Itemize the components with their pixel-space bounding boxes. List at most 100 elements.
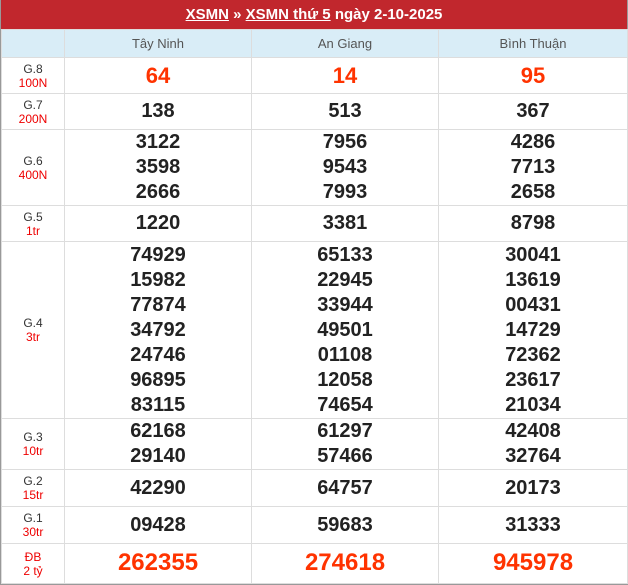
draw-date: ngày 2-10-2025: [334, 6, 443, 23]
xsmn-link[interactable]: XSMN: [185, 6, 229, 23]
result-number: 62168: [130, 420, 186, 442]
result-number: 49501: [317, 318, 373, 341]
prize-row: G.6 400N 3122 3598 2666 7956 9543 7993 4286 7713 2…: [1, 129, 628, 206]
prize-row: G.4 3tr 74929 15982 77874 34792 24746 96895 8311…: [1, 241, 628, 419]
result-number: 13619: [505, 268, 561, 291]
result-cell: 74929 15982 77874 34792 24746 96895 83115: [64, 241, 252, 419]
result-number: 7713: [510, 156, 556, 178]
result-cell: 3381: [251, 205, 439, 242]
result-cell: 09428: [64, 506, 252, 544]
prize-label: G.1 30tr: [1, 506, 65, 544]
header-row: Tây Ninh An Giang Bình Thuận: [1, 29, 628, 58]
prize-row: G.1 30tr 09428 59683 31333: [1, 506, 628, 544]
prize-row: G.8 100N 64 14 95: [1, 57, 628, 94]
prize-name: G.7: [23, 97, 43, 112]
prize-row: G.7 200N 138 513 367: [1, 93, 628, 130]
result-number: 367: [516, 100, 550, 122]
prize-amount: 1tr: [25, 223, 40, 238]
result-cell: 20173: [438, 469, 628, 507]
prize-amount: 2 tỷ: [23, 563, 43, 578]
result-cell: 8798: [438, 205, 628, 242]
result-cell: 513: [251, 93, 439, 130]
prize-amount: 30tr: [22, 525, 44, 539]
prize-name: G.6: [23, 153, 43, 168]
prize-header: [1, 29, 65, 58]
result-cell: 42290: [64, 469, 252, 507]
prize-amount: 10tr: [22, 444, 44, 458]
prize-row: G.2 15tr 42290 64757 20173: [1, 469, 628, 507]
result-number: 64757: [317, 476, 373, 499]
result-cell: 30041 13619 00431 14729 72362 23617 21034: [438, 241, 628, 419]
result-number: 1220: [135, 212, 181, 234]
result-number: 23617: [505, 368, 561, 391]
result-number: 57466: [317, 445, 373, 467]
result-cell: 64757: [251, 469, 439, 507]
province-header[interactable]: Bình Thuận: [438, 29, 628, 58]
result-number: 14729: [505, 318, 561, 341]
result-number: 2666: [135, 181, 181, 203]
result-cell: 4286 7713 2658: [438, 129, 628, 206]
result-number: 274618: [304, 549, 386, 576]
result-cell: 59683: [251, 506, 439, 544]
result-number: 09428: [130, 513, 186, 536]
result-number: 3381: [322, 212, 368, 234]
result-number: 64: [145, 63, 171, 88]
result-number: 513: [328, 100, 362, 122]
prize-name: G.3: [23, 430, 43, 444]
result-cell: 42408 32764: [438, 418, 628, 470]
result-number: 4286: [510, 131, 556, 153]
prize-label: G.7 200N: [1, 93, 65, 130]
prize-name: G.2: [23, 474, 43, 488]
result-number: 8798: [510, 212, 556, 234]
result-cell: 65133 22945 33944 49501 01108 12058 74654: [251, 241, 439, 419]
result-number: 29140: [130, 445, 186, 467]
result-number: 2658: [510, 181, 556, 203]
result-cell: 7956 9543 7993: [251, 129, 439, 206]
result-number: 262355: [117, 549, 199, 576]
breadcrumb-separator: »: [233, 6, 242, 23]
result-cell: 274618: [251, 543, 439, 584]
result-number: 7956: [322, 131, 368, 153]
prize-row: G.5 1tr 1220 3381 8798: [1, 205, 628, 242]
prize-label: G.8 100N: [1, 57, 65, 94]
result-number: 83115: [130, 393, 186, 416]
result-number: 32764: [505, 445, 561, 467]
result-number: 61297: [317, 420, 373, 442]
result-number: 3598: [135, 156, 181, 178]
province-header[interactable]: An Giang: [251, 29, 439, 58]
result-number: 7993: [322, 181, 368, 203]
prize-label: ĐB 2 tỷ: [1, 543, 65, 584]
result-cell: 1220: [64, 205, 252, 242]
prize-amount: 400N: [18, 167, 48, 182]
result-number: 3122: [135, 131, 181, 153]
prize-name: G.5: [23, 209, 43, 224]
result-cell: 14: [251, 57, 439, 94]
prize-label: G.4 3tr: [1, 241, 65, 419]
prize-amount: 15tr: [22, 488, 44, 502]
result-cell: 64: [64, 57, 252, 94]
prize-name: G.4: [23, 316, 43, 330]
result-number: 42408: [505, 420, 561, 442]
prize-name: G.1: [23, 511, 43, 525]
result-number: 74654: [317, 393, 373, 416]
result-number: 21034: [505, 393, 561, 416]
prize-amount: 100N: [18, 75, 48, 90]
result-number: 30041: [505, 243, 561, 266]
prize-row: ĐB 2 tỷ 262355 274618 945978: [1, 543, 628, 584]
result-number: 59683: [317, 513, 373, 536]
results-table: Tây Ninh An Giang Bình Thuận G.8 100N 64 14…: [1, 29, 628, 584]
xsmn-thu5-link[interactable]: XSMN thứ 5: [245, 6, 331, 23]
prize-label: G.3 10tr: [1, 418, 65, 470]
province-header[interactable]: Tây Ninh: [64, 29, 252, 58]
result-cell: 138: [64, 93, 252, 130]
result-number: 138: [141, 100, 175, 122]
result-number: 95: [520, 63, 546, 88]
result-number: 31333: [505, 513, 561, 536]
result-number: 22945: [317, 268, 373, 291]
result-cell: 367: [438, 93, 628, 130]
result-number: 24746: [130, 343, 186, 366]
prize-label: G.5 1tr: [1, 205, 65, 242]
result-cell: 61297 57466: [251, 418, 439, 470]
prize-amount: 3tr: [25, 330, 40, 344]
